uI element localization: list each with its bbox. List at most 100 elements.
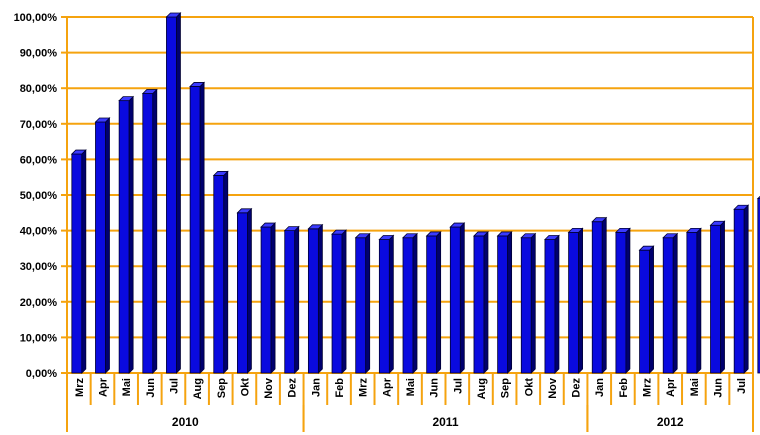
- bar-side: [388, 234, 394, 374]
- bar-top: [756, 195, 760, 199]
- year-label: 2011: [432, 415, 458, 429]
- y-tick-label: 100,00%: [14, 12, 58, 24]
- x-tick-label: Apr: [97, 377, 109, 397]
- bar-front: [118, 100, 130, 374]
- x-tick-label: Jun: [429, 378, 441, 398]
- bar-side: [81, 149, 87, 374]
- bar-front: [733, 208, 745, 374]
- bar-front: [686, 231, 698, 374]
- bar-front: [331, 233, 343, 374]
- bar-front: [402, 237, 414, 374]
- bar-side: [507, 230, 513, 374]
- bar-top: [449, 222, 466, 228]
- bar-top: [283, 226, 300, 232]
- bar: [189, 81, 206, 374]
- bar-side: [105, 117, 110, 374]
- bar: [283, 225, 300, 374]
- bar-top: [70, 149, 87, 155]
- bar-top: [94, 117, 111, 123]
- bar-top: [307, 224, 324, 230]
- bar-side: [720, 220, 725, 374]
- bar: [638, 245, 655, 374]
- x-tick-label: Mai: [689, 378, 701, 396]
- bar-top: [614, 227, 631, 233]
- y-tick-label: 60,00%: [20, 154, 58, 166]
- bar-side: [270, 222, 276, 374]
- year-groups: 2010 2011 2012: [66, 405, 754, 432]
- bar-front: [662, 237, 674, 374]
- bar: [260, 222, 277, 374]
- bar-top: [331, 229, 348, 235]
- bar-side: [578, 227, 583, 374]
- bar: [520, 232, 537, 374]
- bar-side: [672, 232, 678, 374]
- bar-top: [520, 233, 537, 239]
- x-tick-label: Jan: [594, 378, 606, 397]
- bar-side: [317, 223, 323, 374]
- bar-side: [554, 234, 560, 374]
- bar: [94, 117, 111, 374]
- bar-front: [189, 86, 201, 374]
- x-tick-label: Nov: [263, 377, 275, 399]
- bar: [425, 230, 442, 374]
- bar-top: [118, 96, 135, 102]
- x-tick-label: Feb: [618, 378, 630, 398]
- y-tick-label: 90,00%: [20, 48, 58, 60]
- bar: [614, 227, 631, 374]
- bar-front: [449, 226, 461, 374]
- x-tick-label: Apr: [381, 377, 393, 397]
- bar-top: [638, 245, 655, 251]
- bar-front: [142, 93, 154, 374]
- bar-front: [544, 239, 556, 374]
- x-axis-ticks: Mrz Apr Mai Jun Jul Aug Sep Okt Nov Dez Jan Feb Mrz A…: [74, 377, 748, 399]
- x-tick-label: Jul: [736, 378, 748, 394]
- bar: [70, 149, 87, 374]
- bar: [165, 12, 182, 374]
- x-tick-label: Apr: [665, 377, 677, 397]
- bar-top: [165, 12, 182, 18]
- bar: [212, 170, 229, 374]
- bar: [591, 216, 608, 374]
- bar: [449, 222, 466, 374]
- bar-side: [625, 227, 631, 374]
- bar-top: [733, 204, 750, 210]
- bar-side: [152, 88, 158, 374]
- bar-front: [473, 235, 485, 374]
- x-tick-label: Feb: [334, 378, 346, 398]
- bar: [685, 227, 702, 374]
- bar-side: [696, 227, 702, 374]
- bar-side: [365, 232, 371, 374]
- bar-top: [402, 233, 418, 239]
- bar-side: [649, 245, 654, 374]
- y-tick-label: 0,00%: [26, 368, 57, 380]
- bar-top: [354, 233, 371, 239]
- bar-top: [496, 231, 513, 237]
- x-tick-label: Jul: [168, 378, 180, 394]
- bar-top: [236, 208, 253, 214]
- bar: [733, 204, 750, 374]
- x-tick-label: Aug: [476, 378, 488, 399]
- bar-side: [128, 95, 134, 374]
- bar-side: [176, 12, 181, 374]
- bar-front: [497, 235, 509, 374]
- bar: [118, 95, 135, 374]
- bar-top: [709, 220, 726, 226]
- bar-top: [472, 231, 489, 237]
- x-tick-label: Mrz: [642, 378, 654, 397]
- y-tick-label: 70,00%: [20, 119, 58, 131]
- bar-top: [189, 82, 206, 87]
- bar-front: [568, 231, 579, 374]
- x-tick-label: Nov: [547, 377, 559, 399]
- bar: [543, 234, 560, 374]
- bar-side: [743, 204, 749, 374]
- x-tick-label: Dez: [287, 378, 299, 398]
- x-tick-label: Okt: [523, 378, 535, 397]
- bar: [496, 230, 513, 374]
- bar-side: [341, 229, 347, 374]
- x-tick-label: Okt: [239, 378, 251, 397]
- bar-top: [685, 227, 702, 233]
- bar-side: [530, 232, 536, 374]
- bar: [402, 232, 418, 374]
- bar-front: [426, 235, 438, 374]
